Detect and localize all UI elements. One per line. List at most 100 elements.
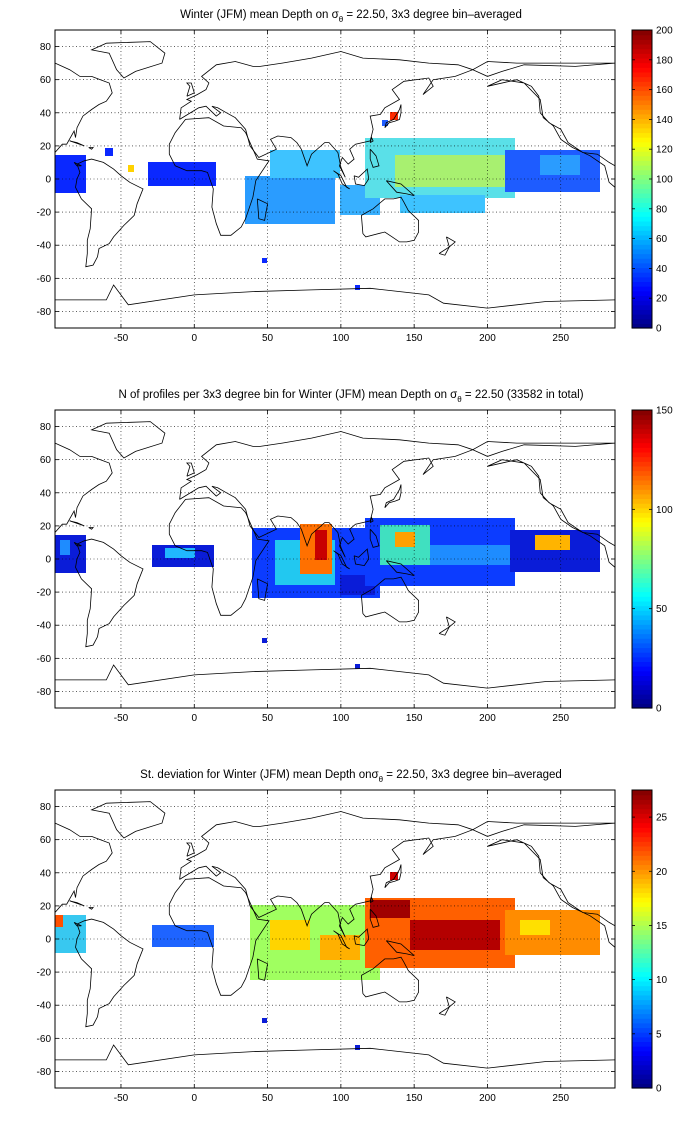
- colorbar-segment: [632, 437, 652, 444]
- coastline: [446, 996, 456, 1008]
- panel-3-title: St. deviation for Winter (JFM) mean Dept…: [140, 769, 562, 784]
- colorbar-segment: [632, 939, 652, 945]
- coastline: [88, 907, 94, 910]
- coastline: [75, 538, 144, 648]
- coastline: [90, 421, 166, 459]
- panel-3-heatmap: [55, 872, 600, 1050]
- colorbar-segment: [632, 1004, 652, 1010]
- panel-3: St. deviation for Winter (JFM) mean Dept…: [55, 769, 600, 1050]
- x-tick-label: 150: [406, 1093, 423, 1104]
- colorbar-segment: [632, 1055, 652, 1061]
- colorbar-segment: [632, 206, 652, 213]
- heatmap-region: [355, 664, 360, 669]
- panel-1-heatmap: [55, 112, 600, 290]
- colorbar-segment: [632, 554, 652, 560]
- heatmap-region: [165, 548, 195, 558]
- x-tick-label: 250: [552, 333, 569, 344]
- colorbar-segment: [632, 934, 652, 940]
- colorbar-segment: [632, 624, 652, 630]
- heatmap-region: [262, 258, 267, 263]
- heatmap-region: [355, 1045, 360, 1050]
- panel-1-title: Winter (JFM) mean Depth on σθ = 22.50, 3…: [180, 9, 522, 24]
- colorbar-segment: [632, 980, 652, 987]
- coastline: [55, 822, 113, 913]
- coastline: [73, 922, 82, 927]
- heatmap-region: [262, 638, 267, 643]
- colorbar-segment: [632, 461, 652, 467]
- colorbar-segment: [632, 925, 652, 931]
- colorbar-segment: [632, 456, 652, 462]
- coastline: [438, 625, 451, 636]
- coastline: [256, 958, 269, 981]
- colorbar-segment: [632, 526, 652, 532]
- y-tick-label: -40: [37, 241, 52, 252]
- colorbar-segment: [632, 596, 652, 602]
- colorbar-segment: [632, 887, 652, 894]
- colorbar-segment: [632, 503, 652, 509]
- colorbar-segment: [632, 929, 652, 935]
- colorbar-segment: [632, 248, 652, 255]
- colorbar-segment: [632, 281, 652, 287]
- coastline: [369, 516, 374, 523]
- colorbar-segment: [632, 1036, 652, 1043]
- colorbar-segment: [632, 433, 652, 439]
- colorbar-tick-label: 140: [656, 115, 673, 126]
- colorbar-segment: [632, 813, 652, 819]
- panel-3-colorbar: 0 5 10 15 20 25: [631, 789, 668, 1095]
- heatmap-region: [315, 530, 327, 560]
- colorbar-segment: [632, 831, 652, 838]
- y-tick-label: 40: [40, 108, 52, 119]
- coastline: [369, 908, 380, 928]
- colorbar-segment: [632, 71, 652, 78]
- heatmap-region: [148, 162, 216, 186]
- colorbar-tick-label: 50: [656, 604, 668, 615]
- colorbar-tick-label: 25: [656, 813, 668, 824]
- y-tick-label: -60: [37, 274, 52, 285]
- colorbar-segment: [632, 1046, 652, 1052]
- colorbar-segment: [632, 1032, 652, 1038]
- colorbar-segment: [632, 1041, 652, 1047]
- colorbar-segment: [632, 994, 652, 1001]
- colorbar-segment: [632, 563, 652, 569]
- colorbar-segment: [632, 689, 652, 695]
- x-tick-label: -50: [114, 333, 129, 344]
- y-tick-label: -40: [37, 621, 52, 632]
- colorbar-segment: [632, 290, 652, 297]
- colorbar-segment: [632, 419, 652, 425]
- coastline: [438, 1005, 451, 1016]
- coastline: [446, 616, 456, 628]
- coastline: [179, 51, 474, 178]
- colorbar-segment: [632, 76, 652, 82]
- panel-3-overlay: [55, 790, 615, 1088]
- x-tick-label: 0: [191, 1093, 197, 1104]
- colorbar-segment: [632, 90, 652, 96]
- colorbar-segment: [632, 104, 652, 110]
- colorbar-segment: [632, 192, 652, 199]
- y-tick-label: 80: [40, 42, 52, 53]
- heatmap-region: [128, 165, 134, 172]
- colorbar-segment: [632, 512, 652, 518]
- colorbar-segment: [632, 304, 652, 310]
- colorbar-tick-label: 80: [656, 204, 668, 215]
- colorbar-tick-label: 200: [656, 26, 673, 37]
- colorbar-segment: [632, 489, 652, 495]
- heatmap-region: [55, 155, 86, 193]
- colorbar-segment: [632, 48, 652, 54]
- coastline: [438, 245, 451, 256]
- x-tick-label: 200: [479, 333, 496, 344]
- colorbar-segment: [632, 137, 652, 143]
- coastline: [168, 117, 270, 236]
- coastline: [88, 147, 94, 150]
- colorbar-tick-label: 100: [656, 175, 673, 186]
- colorbar-segment: [632, 906, 652, 912]
- colorbar-segment: [632, 897, 652, 903]
- colorbar-segment: [632, 582, 652, 588]
- heatmap-region: [395, 532, 415, 547]
- y-tick-label: -80: [37, 307, 52, 318]
- colorbar-segment: [632, 943, 652, 949]
- colorbar-segment: [632, 272, 652, 278]
- colorbar-segment: [632, 614, 652, 621]
- coastline: [55, 62, 113, 153]
- colorbar-segment: [632, 827, 652, 833]
- colorbar-segment: [632, 475, 652, 481]
